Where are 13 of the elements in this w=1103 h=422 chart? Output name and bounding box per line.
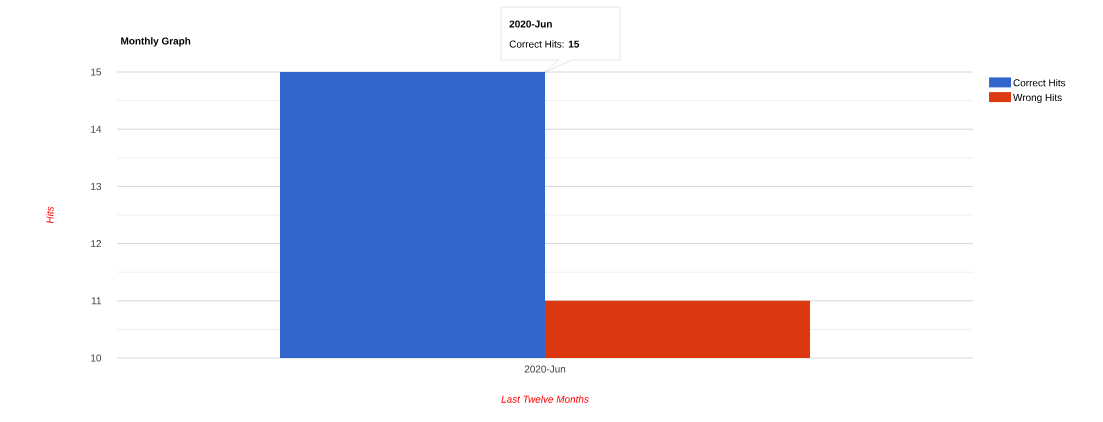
chart-title: Monthly Graph [121, 37, 191, 47]
legend-label: Wrong Hits [1013, 93, 1062, 104]
legend-label: Correct Hits [1013, 79, 1066, 87]
y-tick-label: 11 [91, 297, 101, 305]
y-tick-label: 12 [91, 240, 101, 248]
annotation: Correct Hits: 15 [509, 40, 580, 48]
y-axis-title: Hits [46, 206, 54, 224]
y-tick-label: 15 [91, 68, 102, 76]
y-tick-label: 14 [91, 125, 102, 133]
y-tick-label: 13 [91, 182, 102, 190]
y-tick-label: 10 [91, 354, 102, 362]
x-axis-title: Last Twelve Months [501, 395, 589, 403]
text: 2020-Jun [509, 20, 552, 28]
